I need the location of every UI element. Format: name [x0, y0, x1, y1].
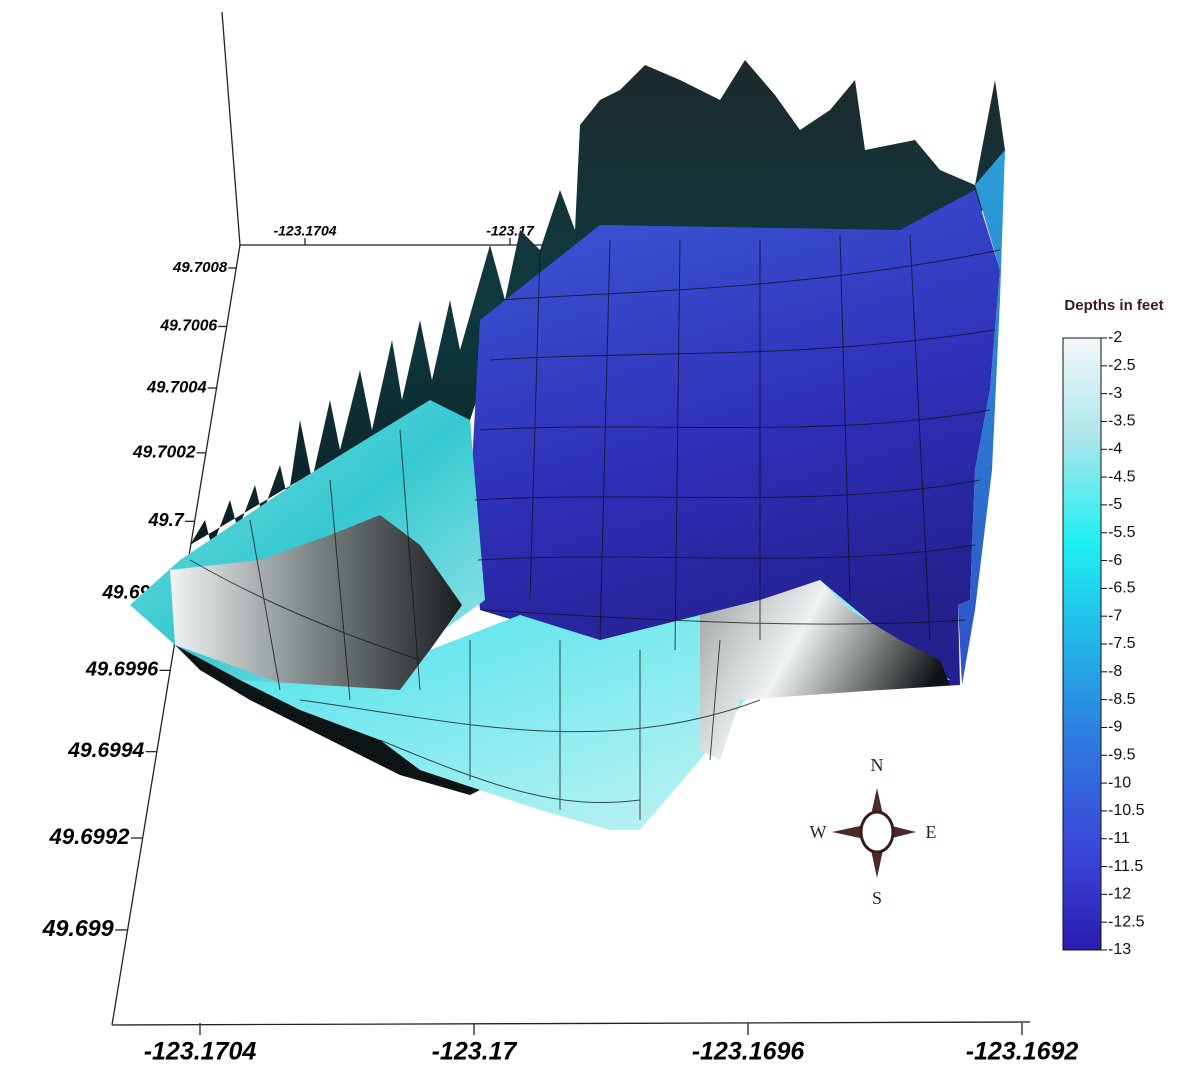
colorbar-tick-label: -2.5 — [1108, 357, 1136, 374]
compass-north: N — [871, 755, 884, 775]
top-x-tick-label: -123.1704 — [273, 223, 336, 239]
colorbar-tick-label: -4.5 — [1108, 468, 1136, 485]
y-tick-label: 49.699 — [42, 915, 114, 941]
z-axis — [222, 12, 240, 245]
x-tick-label: -123.1696 — [692, 1038, 806, 1066]
colorbar: Depths in feet -2 -2.5 -3 -3.5 -4 -4.5 -5 -5.5 -… — [1063, 297, 1164, 958]
y-tick-label: 49.7004 — [146, 378, 207, 396]
colorbar-tick-label: -5 — [1108, 496, 1122, 513]
compass-east: E — [926, 822, 937, 842]
y-tick-label: 49.7006 — [159, 318, 217, 335]
colorbar-tick-label: -4 — [1108, 440, 1122, 457]
colorbar-tick-label: -6.5 — [1108, 580, 1136, 597]
colorbar-tick-label: -12.5 — [1108, 913, 1145, 930]
colorbar-tick-label: -3 — [1108, 385, 1122, 402]
colorbar-tick-label: -8 — [1108, 663, 1122, 680]
compass: N E S W — [810, 755, 937, 908]
colorbar-tick-label: -11 — [1108, 830, 1130, 847]
compass-west: W — [810, 822, 827, 842]
colorbar-tick-label: -12 — [1108, 886, 1131, 903]
colorbar-tick-label: -8.5 — [1108, 691, 1136, 708]
colorbar-tick-label: -6 — [1108, 552, 1122, 569]
colorbar-tick-label: -11.5 — [1108, 858, 1143, 875]
x-axis — [112, 1022, 1030, 1025]
colorbar-tick-label: -2 — [1108, 329, 1122, 346]
x-tick-label: -123.1692 — [966, 1038, 1079, 1066]
y-tick-label: 49.7008 — [172, 259, 228, 276]
colorbar-tick-label: -7 — [1108, 607, 1122, 624]
x-tick-label: -123.1704 — [144, 1038, 257, 1066]
compass-south: S — [872, 888, 882, 908]
chart: -123.1704 -123.17 -123.1696 -123.1692 -123.1… — [0, 0, 1190, 1070]
y-tick-label: 49.7002 — [132, 441, 196, 461]
colorbar-title: Depths in feet — [1064, 297, 1163, 314]
colorbar-tick-label: -10 — [1108, 774, 1131, 791]
top-x-tick-label: -123.17 — [486, 223, 535, 239]
colorbar-tick-label: -3.5 — [1108, 413, 1136, 430]
x-tick-label: -123.17 — [432, 1038, 518, 1066]
colorbar-scale — [1063, 338, 1101, 950]
y-tick-label: 49.6996 — [85, 659, 159, 681]
colorbar-tick-label: -5.5 — [1108, 524, 1136, 541]
colorbar-tick-label: -10.5 — [1108, 802, 1145, 819]
y-tick-label: 49.6992 — [49, 824, 131, 849]
colorbar-tick-label: -9.5 — [1108, 746, 1136, 763]
colorbar-tick-label: -13 — [1108, 941, 1131, 958]
surface — [130, 60, 1005, 830]
colorbar-tick-label: -7.5 — [1108, 635, 1136, 652]
y-tick-label: 49.7 — [147, 510, 184, 530]
colorbar-tick-label: -9 — [1108, 719, 1122, 736]
y-tick-label: 49.6994 — [67, 739, 144, 762]
